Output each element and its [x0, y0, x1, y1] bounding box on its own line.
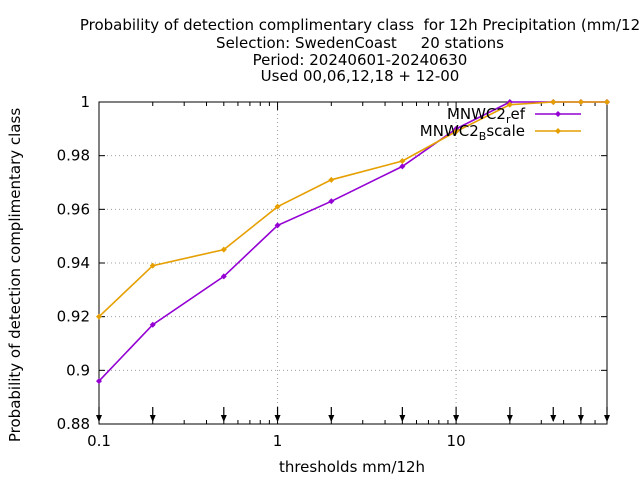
title-line-4: Used 00,06,12,18 + 12-00: [260, 67, 460, 85]
threshold-arrow-head: [220, 415, 227, 422]
x-tick-label: 10: [447, 432, 466, 450]
data-point: [220, 273, 227, 280]
data-point: [328, 198, 335, 205]
data-point: [506, 101, 513, 108]
data-point: [328, 176, 335, 183]
y-tick-label: 0.92: [57, 308, 90, 326]
y-tick-label: 1: [80, 93, 90, 111]
y-tick-label: 0.9: [66, 361, 90, 379]
legend-label-1: MNWC2Bscale: [420, 122, 525, 143]
threshold-arrow-head: [506, 415, 513, 422]
threshold-arrow-head: [399, 415, 406, 422]
y-tick-label: 0.94: [57, 254, 90, 272]
data-point: [149, 321, 156, 328]
data-point: [274, 222, 281, 229]
series-line-0: [98, 101, 607, 382]
title-line-2: Selection: SwedenCoast 20 stations: [216, 34, 504, 52]
threshold-arrow-head: [453, 415, 460, 422]
ticks: 0.88 0.9 0.92 0.94 0.96 0.98 1 0.1 1 10: [57, 93, 610, 450]
threshold-arrow-head: [328, 415, 335, 422]
threshold-arrow-head: [550, 415, 557, 422]
threshold-arrow-head: [96, 415, 102, 422]
data-point: [96, 378, 102, 385]
data-point: [220, 246, 227, 253]
series-layer: [96, 99, 610, 385]
legend-marker-1: [555, 128, 561, 134]
data-point: [399, 163, 406, 170]
threshold-arrow-head: [149, 415, 156, 422]
legend-marker-0: [555, 111, 561, 117]
x-tick-label: 1: [273, 432, 283, 450]
legend-label-0: MNWC2ref: [447, 105, 526, 126]
y-tick-label: 0.96: [57, 200, 90, 218]
threshold-arrow-head: [577, 415, 584, 422]
threshold-arrow-head: [274, 415, 281, 422]
data-point: [577, 99, 584, 105]
title-line-3: Period: 20240601-20240630: [252, 51, 468, 69]
x-axis-label: thresholds mm/12h: [279, 458, 425, 476]
threshold-arrow-head: [604, 415, 610, 422]
data-point: [550, 99, 557, 105]
data-point: [274, 203, 281, 210]
data-point: [604, 99, 610, 105]
y-axis-label: Probability of detection complimentary c…: [6, 108, 24, 442]
grid: [99, 102, 607, 424]
y-tick-label: 0.88: [57, 415, 90, 433]
y-tick-label: 0.98: [57, 147, 90, 165]
data-point: [399, 158, 406, 165]
data-point: [453, 128, 460, 135]
data-point: [96, 313, 102, 320]
title-line-1: Probability of detection complimentary c…: [79, 16, 640, 34]
data-point: [149, 262, 156, 269]
x-tick-label: 0.1: [87, 432, 111, 450]
